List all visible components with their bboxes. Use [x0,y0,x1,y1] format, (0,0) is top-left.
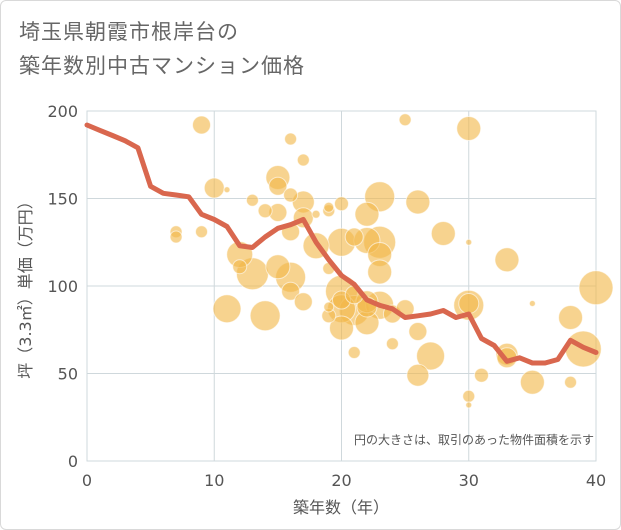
bubble-point [578,270,614,306]
bubble-point [354,201,380,227]
bubble-point [408,322,428,341]
average-price-line [84,122,599,366]
bubble-point [344,227,364,247]
y-tick-label: 50 [58,365,78,384]
bubble-point [347,346,361,359]
bubble-point [385,337,399,351]
bubble-point [284,132,298,146]
bubble-point [406,363,430,387]
bubble-point [232,259,248,275]
bubble-point [465,401,473,409]
bubble-point [169,230,183,244]
x-tick-label: 40 [586,471,606,490]
bubble-point [458,293,480,314]
bubble-point [268,176,288,196]
bubble-point [293,292,313,312]
bubble-point [311,209,321,219]
y-tick-label: 0 [68,452,78,471]
bubble-point [192,115,212,135]
x-tick-label: 0 [82,471,92,490]
bubble-point [462,389,476,403]
x-tick-label: 20 [331,471,351,490]
bubble-point [212,294,242,324]
x-tick-label: 10 [204,471,224,490]
bubble-point [195,225,209,239]
bubble-point [558,305,584,330]
x-axis-title: 築年数（年） [293,498,389,517]
bubble-point [367,259,393,285]
bubble-point [473,367,489,383]
title-line-1: 埼玉県朝霞市根岸台の [19,20,239,44]
bubble-point [323,301,335,313]
bubble-point [245,193,259,207]
bubble-point [283,187,299,203]
bubble-point [519,369,545,395]
bubble-point [465,238,473,246]
bubble-layer [169,113,614,409]
bubble-point [430,221,456,246]
title-line-2: 築年数別中古マンション価格 [19,54,305,78]
y-tick-label: 200 [47,102,78,121]
bubble-point [203,177,225,199]
bubble-point [456,116,482,141]
bubble-point [249,300,281,332]
bubble-point [257,203,273,219]
bubble-point [265,254,291,280]
line-layer [84,122,599,366]
chart-title: 埼玉県朝霞市根岸台の 築年数別中古マンション価格 [19,15,305,83]
bubble-point [296,153,310,167]
tick-labels: 0 10 20 30 40 0 50 100 150 200 [47,102,606,490]
bubble-point [223,186,231,194]
y-axis-title: 坪（3.3㎡）単価（万円） [16,193,35,378]
bubble-point [398,113,412,127]
bubble-point [494,247,520,273]
bubble-point [334,196,349,212]
y-tick-label: 100 [47,277,78,296]
bubble-size-note: 円の大きさは、取引のあった物件面積を示す [354,432,594,447]
bubble-point [281,281,301,301]
y-tick-label: 150 [47,190,78,209]
bubble-point [528,300,536,307]
bubble-point [416,341,446,371]
bubble-point [323,201,335,213]
bubble-point [329,315,354,341]
x-tick-label: 30 [459,471,479,490]
bubble-point [405,189,431,215]
bubble-point [564,375,578,389]
